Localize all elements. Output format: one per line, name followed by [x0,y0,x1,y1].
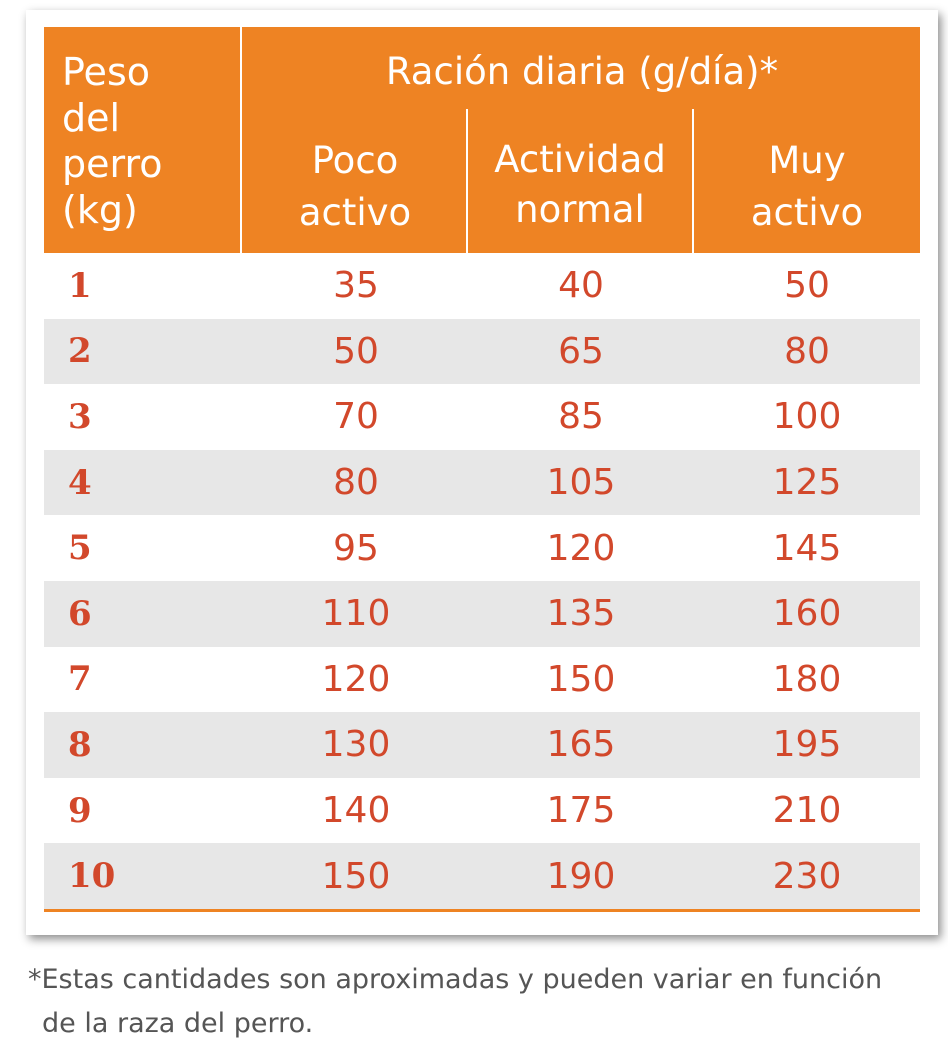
low-activity-cell: 95 [333,527,379,569]
weight-header-line: Peso [62,50,150,94]
normal-activity-cell: 175 [546,790,616,832]
normal-activity-cell: 120 [546,527,616,569]
column-header-normal-activity: Actividad normal [468,109,694,253]
column-header-high-activity: Muy activo [694,109,920,253]
high-activity-cell: 230 [772,855,842,897]
high-activity-cell: 145 [772,527,842,569]
high-activity-cell: 100 [772,396,842,438]
weight-header-line: perro [62,142,163,186]
weight-header-cell: Peso del perro (kg) [44,27,242,253]
table-row: 6 110 135 160 [44,580,920,647]
low-activity-cell: 80 [333,462,379,504]
weight-header-line: (kg) [62,188,138,232]
column-header-line: activo [298,191,412,234]
ration-table: Peso del perro (kg) Ración diaria (g/día… [44,27,920,912]
footnote-line: de la raza del perro. [42,1008,314,1039]
high-activity-cell: 125 [772,462,842,504]
normal-activity-cell: 85 [558,396,604,438]
column-header-low-activity: Poco activo [244,109,468,253]
weight-cell: 1 [68,265,92,306]
weight-cell: 5 [68,528,92,569]
normal-activity-cell: 150 [546,658,616,700]
table-card: Peso del perro (kg) Ración diaria (g/día… [26,10,938,935]
high-activity-cell: 210 [772,790,842,832]
high-activity-cell: 50 [784,265,830,307]
column-header-line: normal [515,188,645,231]
table-row: 2 50 65 80 [44,318,920,385]
normal-activity-cell: 40 [558,265,604,307]
weight-cell: 6 [68,593,92,634]
table-row: 5 95 120 145 [44,515,920,581]
low-activity-cell: 50 [333,330,379,372]
table-row: 9 140 175 210 [44,778,920,844]
low-activity-cell: 130 [321,724,391,766]
column-header-line: Muy [768,139,846,182]
weight-cell: 10 [68,856,116,897]
weight-cell: 3 [68,396,92,437]
weight-cell: 7 [68,659,92,700]
normal-activity-cell: 65 [558,330,604,372]
table-bottom-rule [44,908,920,912]
table-header: Peso del perro (kg) Ración diaria (g/día… [44,27,920,253]
normal-activity-cell: 165 [546,724,616,766]
low-activity-cell: 150 [321,855,391,897]
high-activity-cell: 180 [772,658,842,700]
weight-cell: 4 [68,462,92,503]
footnote: *Estas cantidades son aproximadas y pued… [28,958,928,1046]
weight-header-label: Peso del perro (kg) [62,49,163,233]
footnote-line: *Estas cantidades son aproximadas y pued… [28,964,883,995]
low-activity-cell: 110 [321,593,391,635]
ration-group-header: Ración diaria (g/día)* [385,50,779,93]
table-row: 7 120 150 180 [44,647,920,713]
low-activity-cell: 35 [333,265,379,307]
column-header-line: Poco [311,139,399,182]
low-activity-cell: 120 [321,658,391,700]
high-activity-cell: 195 [772,724,842,766]
normal-activity-cell: 135 [546,593,616,635]
weight-cell: 8 [68,724,92,765]
weight-header-line: del [62,96,121,140]
low-activity-cell: 140 [321,790,391,832]
high-activity-cell: 80 [784,330,830,372]
table-row: 8 130 165 195 [44,712,920,778]
table-row: 3 70 85 100 [44,384,920,450]
column-header-line: activo [750,191,864,234]
column-header-line: Actividad [494,138,666,181]
table-row: 4 80 105 125 [44,449,920,516]
low-activity-cell: 70 [333,396,379,438]
table-row: 10 150 190 230 [44,843,920,909]
normal-activity-cell: 190 [546,855,616,897]
normal-activity-cell: 105 [546,462,616,504]
weight-cell: 9 [68,790,92,831]
table-row: 1 35 40 50 [44,253,920,319]
high-activity-cell: 160 [772,593,842,635]
weight-cell: 2 [68,331,92,372]
